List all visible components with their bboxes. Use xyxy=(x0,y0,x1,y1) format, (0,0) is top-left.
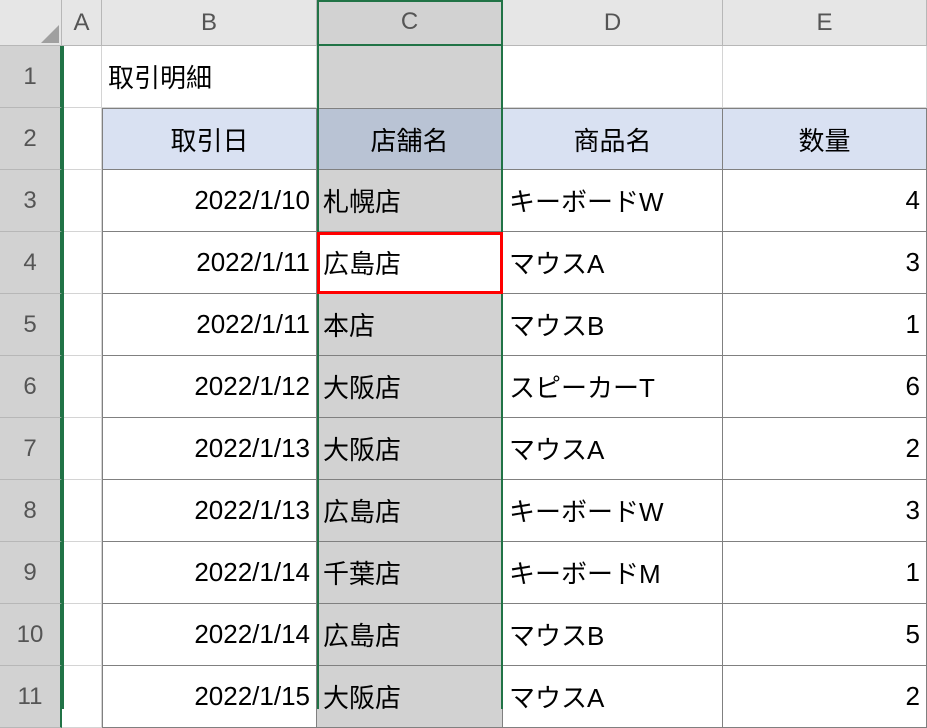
cell-C3[interactable]: 札幌店 xyxy=(317,170,503,232)
cell-E11[interactable]: 2 xyxy=(723,666,927,728)
table-header-qty[interactable]: 数量 xyxy=(723,108,927,170)
cell-C6[interactable]: 大阪店 xyxy=(317,356,503,418)
col-header-E[interactable]: E xyxy=(723,0,927,46)
cell-D6[interactable]: スピーカーT xyxy=(503,356,723,418)
cell-C11[interactable]: 大阪店 xyxy=(317,666,503,728)
cell-A9[interactable] xyxy=(62,542,102,604)
spreadsheet-grid[interactable]: A B C D E 1 取引明細 2 取引日 店舗名 商品名 数量 3 2022… xyxy=(0,0,927,728)
cell-E9[interactable]: 1 xyxy=(723,542,927,604)
cell-C10[interactable]: 広島店 xyxy=(317,604,503,666)
cell-C7[interactable]: 大阪店 xyxy=(317,418,503,480)
cell-A5[interactable] xyxy=(62,294,102,356)
cell-E1[interactable] xyxy=(723,46,927,108)
cell-C1[interactable] xyxy=(317,46,503,108)
row-header-5[interactable]: 5 xyxy=(0,294,62,356)
cell-E6[interactable]: 6 xyxy=(723,356,927,418)
cell-C8[interactable]: 広島店 xyxy=(317,480,503,542)
cell-D3[interactable]: キーボードW xyxy=(503,170,723,232)
cell-A10[interactable] xyxy=(62,604,102,666)
cell-B5[interactable]: 2022/1/11 xyxy=(102,294,317,356)
col-header-C[interactable]: C xyxy=(317,0,503,46)
cell-B6[interactable]: 2022/1/12 xyxy=(102,356,317,418)
row-header-8[interactable]: 8 xyxy=(0,480,62,542)
row-header-9[interactable]: 9 xyxy=(0,542,62,604)
cell-C9[interactable]: 千葉店 xyxy=(317,542,503,604)
row-header-3[interactable]: 3 xyxy=(0,170,62,232)
col-header-D[interactable]: D xyxy=(503,0,723,46)
cell-B11[interactable]: 2022/1/15 xyxy=(102,666,317,728)
cell-D1[interactable] xyxy=(503,46,723,108)
cell-B8[interactable]: 2022/1/13 xyxy=(102,480,317,542)
cell-D10[interactable]: マウスB xyxy=(503,604,723,666)
cell-D8[interactable]: キーボードW xyxy=(503,480,723,542)
cell-D4[interactable]: マウスA xyxy=(503,232,723,294)
row-header-6[interactable]: 6 xyxy=(0,356,62,418)
row-header-2[interactable]: 2 xyxy=(0,108,62,170)
cell-E8[interactable]: 3 xyxy=(723,480,927,542)
select-all-corner[interactable] xyxy=(0,0,62,46)
cell-A2[interactable] xyxy=(62,108,102,170)
cell-A1[interactable] xyxy=(62,46,102,108)
row-header-11[interactable]: 11 xyxy=(0,666,62,728)
cell-D7[interactable]: マウスA xyxy=(503,418,723,480)
row-header-7[interactable]: 7 xyxy=(0,418,62,480)
row-header-4[interactable]: 4 xyxy=(0,232,62,294)
cell-A7[interactable] xyxy=(62,418,102,480)
cell-A11[interactable] xyxy=(62,666,102,728)
cell-E5[interactable]: 1 xyxy=(723,294,927,356)
cell-D11[interactable]: マウスA xyxy=(503,666,723,728)
cell-C4[interactable]: 広島店 xyxy=(317,232,503,294)
table-header-product[interactable]: 商品名 xyxy=(503,108,723,170)
cell-B4[interactable]: 2022/1/11 xyxy=(102,232,317,294)
cell-B10[interactable]: 2022/1/14 xyxy=(102,604,317,666)
row-header-10[interactable]: 10 xyxy=(0,604,62,666)
cell-A3[interactable] xyxy=(62,170,102,232)
cell-B7[interactable]: 2022/1/13 xyxy=(102,418,317,480)
cell-B1-title[interactable]: 取引明細 xyxy=(102,46,317,108)
col-header-B[interactable]: B xyxy=(102,0,317,46)
row-header-1[interactable]: 1 xyxy=(0,46,62,108)
cell-C5[interactable]: 本店 xyxy=(317,294,503,356)
table-header-date[interactable]: 取引日 xyxy=(102,108,317,170)
cell-E4[interactable]: 3 xyxy=(723,232,927,294)
cell-A8[interactable] xyxy=(62,480,102,542)
cell-D9[interactable]: キーボードM xyxy=(503,542,723,604)
cell-E3[interactable]: 4 xyxy=(723,170,927,232)
cell-E10[interactable]: 5 xyxy=(723,604,927,666)
cell-B9[interactable]: 2022/1/14 xyxy=(102,542,317,604)
table-header-store[interactable]: 店舗名 xyxy=(317,108,503,170)
cell-E7[interactable]: 2 xyxy=(723,418,927,480)
col-header-A[interactable]: A xyxy=(62,0,102,46)
cell-B3[interactable]: 2022/1/10 xyxy=(102,170,317,232)
cell-D5[interactable]: マウスB xyxy=(503,294,723,356)
cell-A4[interactable] xyxy=(62,232,102,294)
cell-A6[interactable] xyxy=(62,356,102,418)
